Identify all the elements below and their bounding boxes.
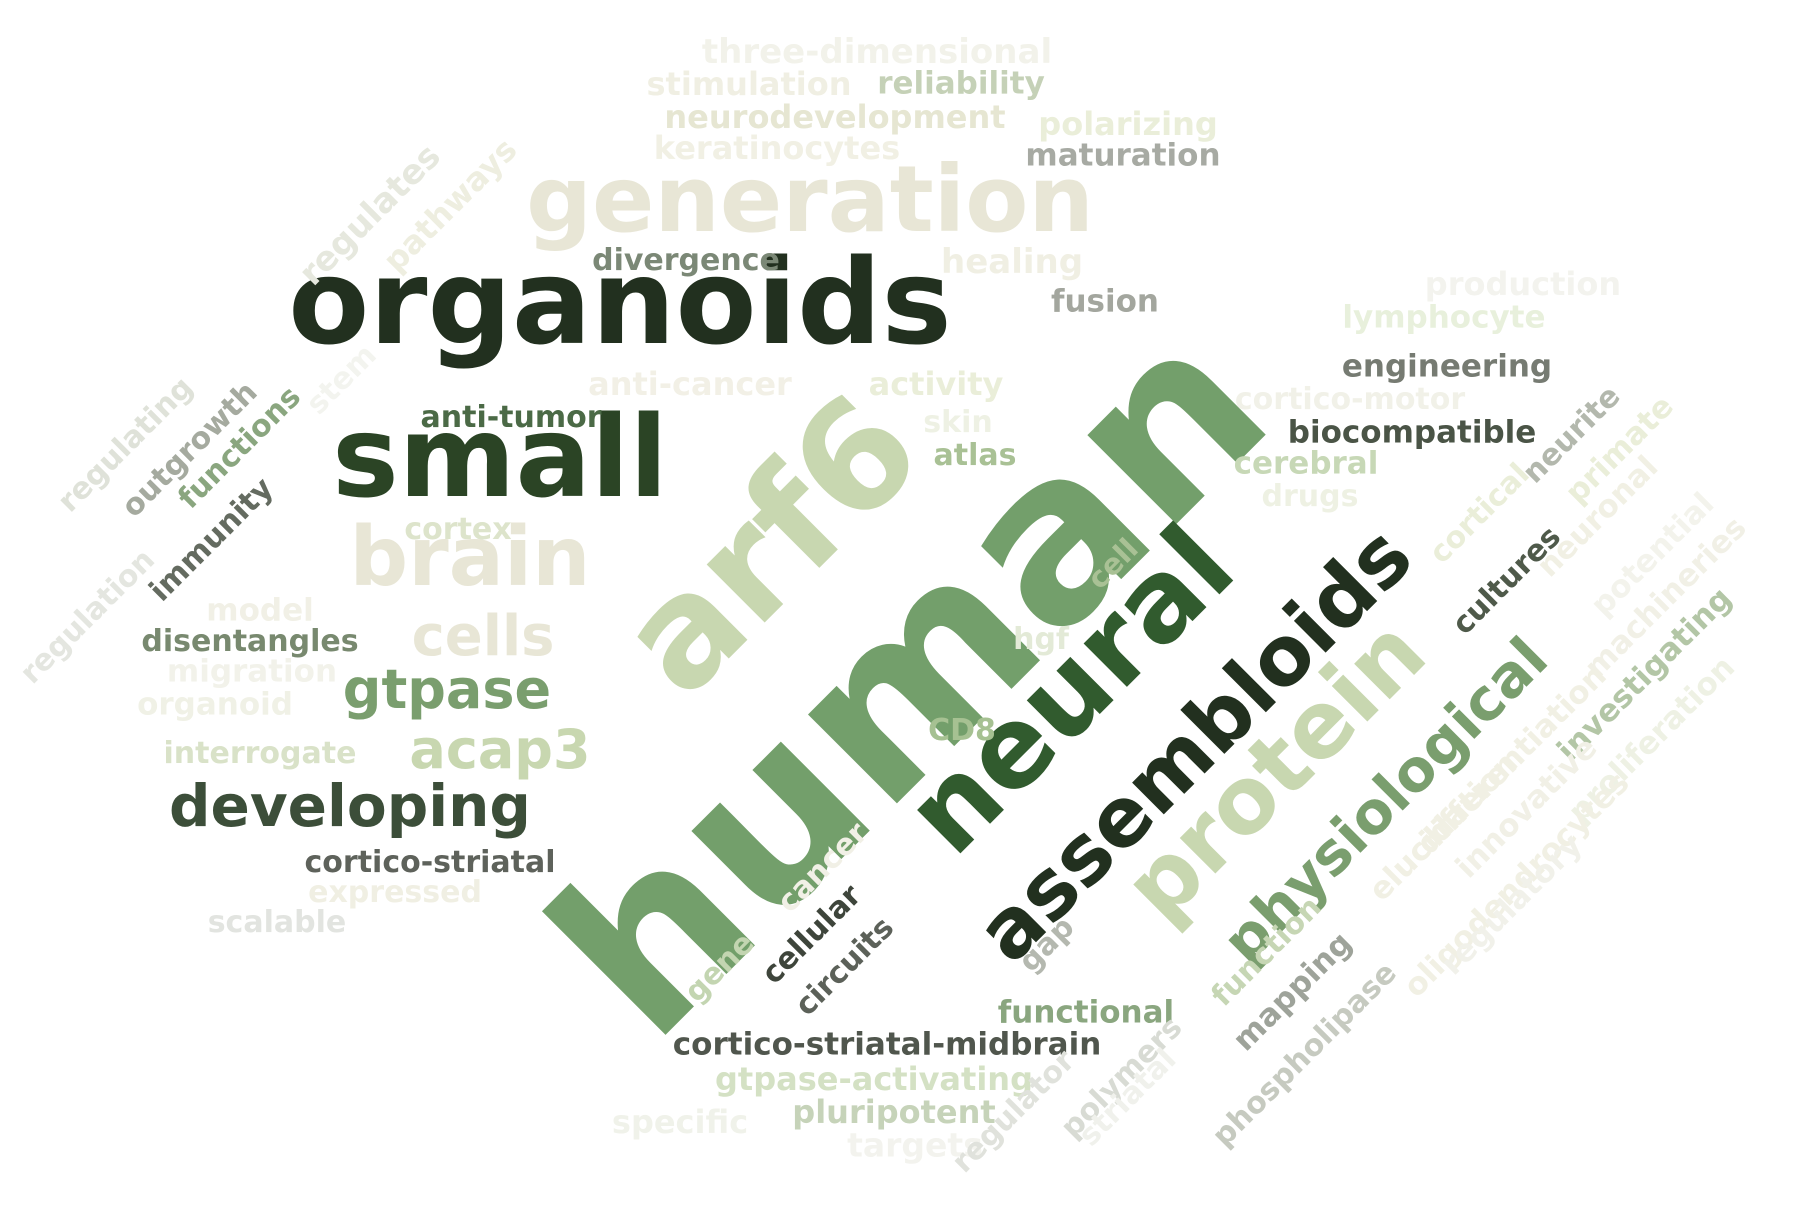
word-organoids: organoids	[288, 233, 952, 371]
word-polarizing: polarizing	[1038, 105, 1218, 143]
word-cortico-striatal-midbrain: cortico-striatal-midbrain	[672, 1026, 1102, 1063]
word-functional: functional	[997, 994, 1175, 1031]
word-engineering: engineering	[1341, 348, 1553, 385]
word-anti-cancer: anti-cancer	[588, 365, 792, 403]
word-gtpase: gtpase	[342, 658, 552, 721]
word-maturation: maturation	[1025, 137, 1221, 174]
word-cortex: cortex	[404, 512, 512, 547]
word-pluripotent: pluripotent	[792, 1093, 996, 1131]
word-three-dimensional: three-dimensional	[701, 32, 1053, 72]
word-scalable: scalable	[207, 905, 347, 940]
word-acap3: acap3	[409, 718, 591, 781]
word-disentangles: disentangles	[141, 624, 359, 659]
word-CD8: CD8	[928, 713, 996, 748]
word-divergence: divergence	[592, 243, 780, 278]
word-activity: activity	[868, 365, 1004, 403]
word-neurodevelopment: neurodevelopment	[664, 98, 1006, 136]
word-fusion: fusion	[1051, 283, 1160, 320]
word-skin: skin	[923, 405, 993, 440]
word-stimulation: stimulation	[646, 65, 852, 103]
word-specific: specific	[611, 1103, 749, 1141]
word-cerebral: cerebral	[1233, 445, 1379, 482]
word-small: small	[332, 393, 668, 523]
word-organoid: organoid	[137, 686, 293, 723]
word-atlas: atlas	[933, 438, 1017, 473]
word-anti-tumor: anti-tumor	[420, 400, 602, 435]
word-reliability: reliability	[877, 65, 1045, 102]
word-expressed: expressed	[308, 875, 482, 910]
word-biocompatible: biocompatible	[1287, 414, 1537, 451]
word-model: model	[206, 592, 314, 629]
word-generation: generation	[526, 146, 1094, 253]
word-brain: brain	[349, 510, 591, 605]
word-keratinocytes: keratinocytes	[653, 129, 901, 167]
word-lymphocyte: lymphocyte	[1342, 299, 1546, 336]
word-healing: healing	[941, 242, 1084, 282]
word-drugs: drugs	[1261, 479, 1359, 514]
word-gtpase-activating: gtpase-activating	[715, 1060, 1033, 1098]
word-interrogate: interrogate	[163, 736, 357, 771]
word-cortico-striatal: cortico-striatal	[304, 845, 556, 880]
word-targets: targets	[847, 1125, 983, 1165]
word-cells: cells	[411, 604, 555, 669]
word-regulation: regulation	[13, 542, 162, 691]
word-hgf: hgf	[1013, 622, 1069, 657]
word-production: production	[1424, 265, 1622, 303]
word-developing: developing	[169, 772, 531, 840]
word-migration: migration	[166, 653, 338, 690]
word-cortico-motor: cortico-motor	[1234, 382, 1466, 417]
